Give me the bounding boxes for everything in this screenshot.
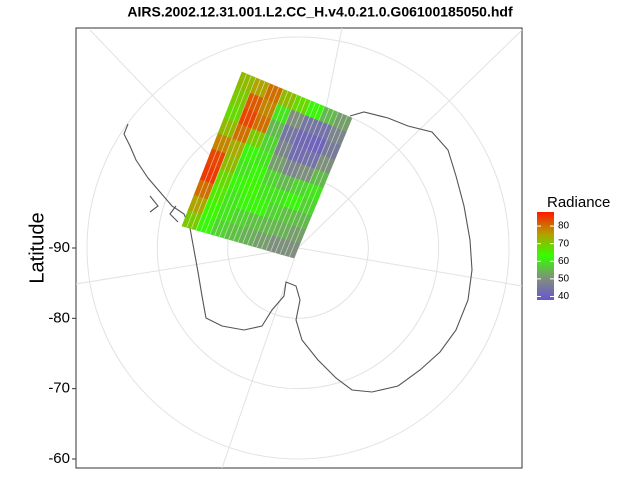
y-tick-label: -70 (48, 380, 70, 397)
scan-gap (256, 102, 316, 248)
scan-gap (195, 77, 257, 231)
scan-gap (284, 114, 344, 256)
colorbar (537, 212, 554, 300)
scan-gap (190, 75, 252, 229)
y-tick-label: -90 (48, 239, 70, 256)
scan-gap (237, 94, 298, 243)
scan-gap (204, 81, 266, 233)
y-tick-label: -80 (48, 309, 70, 326)
legend-tick-label: 60 (558, 256, 570, 267)
scan-gap (260, 104, 321, 249)
scan-gap (265, 106, 325, 251)
legend-title: Radiance (547, 194, 610, 211)
scan-gap (288, 115, 348, 257)
legend-tick-label: 40 (558, 291, 570, 302)
swath (181, 71, 353, 259)
scan-gap (251, 100, 312, 247)
chart-title: AIRS.2002.12.31.001.L2.CC_H.v4.0.21.0.G0… (127, 4, 513, 20)
scan-gap (214, 85, 275, 236)
legend-tick-label: 50 (558, 274, 570, 285)
axes: -90 -80 -70 -60 40 50 60 70 80 (48, 221, 569, 467)
scan-gap (218, 87, 280, 237)
legend-tick-label: 80 (558, 221, 570, 232)
scan-gap (209, 83, 270, 235)
scan-gap (242, 96, 302, 244)
scan-gap (270, 108, 330, 252)
scan-gap (232, 92, 293, 241)
scan-gap (200, 79, 261, 232)
y-axis-label: Latitude (26, 212, 48, 283)
scan-gap (186, 73, 247, 228)
scan-gap (223, 89, 284, 239)
legend-tick-label: 70 (558, 238, 570, 249)
scan-gap (279, 112, 339, 255)
coastline (123, 111, 473, 393)
grid-circle (86, 36, 510, 460)
scan-gap (228, 91, 289, 240)
scan-gap (274, 110, 335, 253)
scan-gap (246, 98, 307, 245)
y-tick-label: -60 (48, 450, 70, 467)
